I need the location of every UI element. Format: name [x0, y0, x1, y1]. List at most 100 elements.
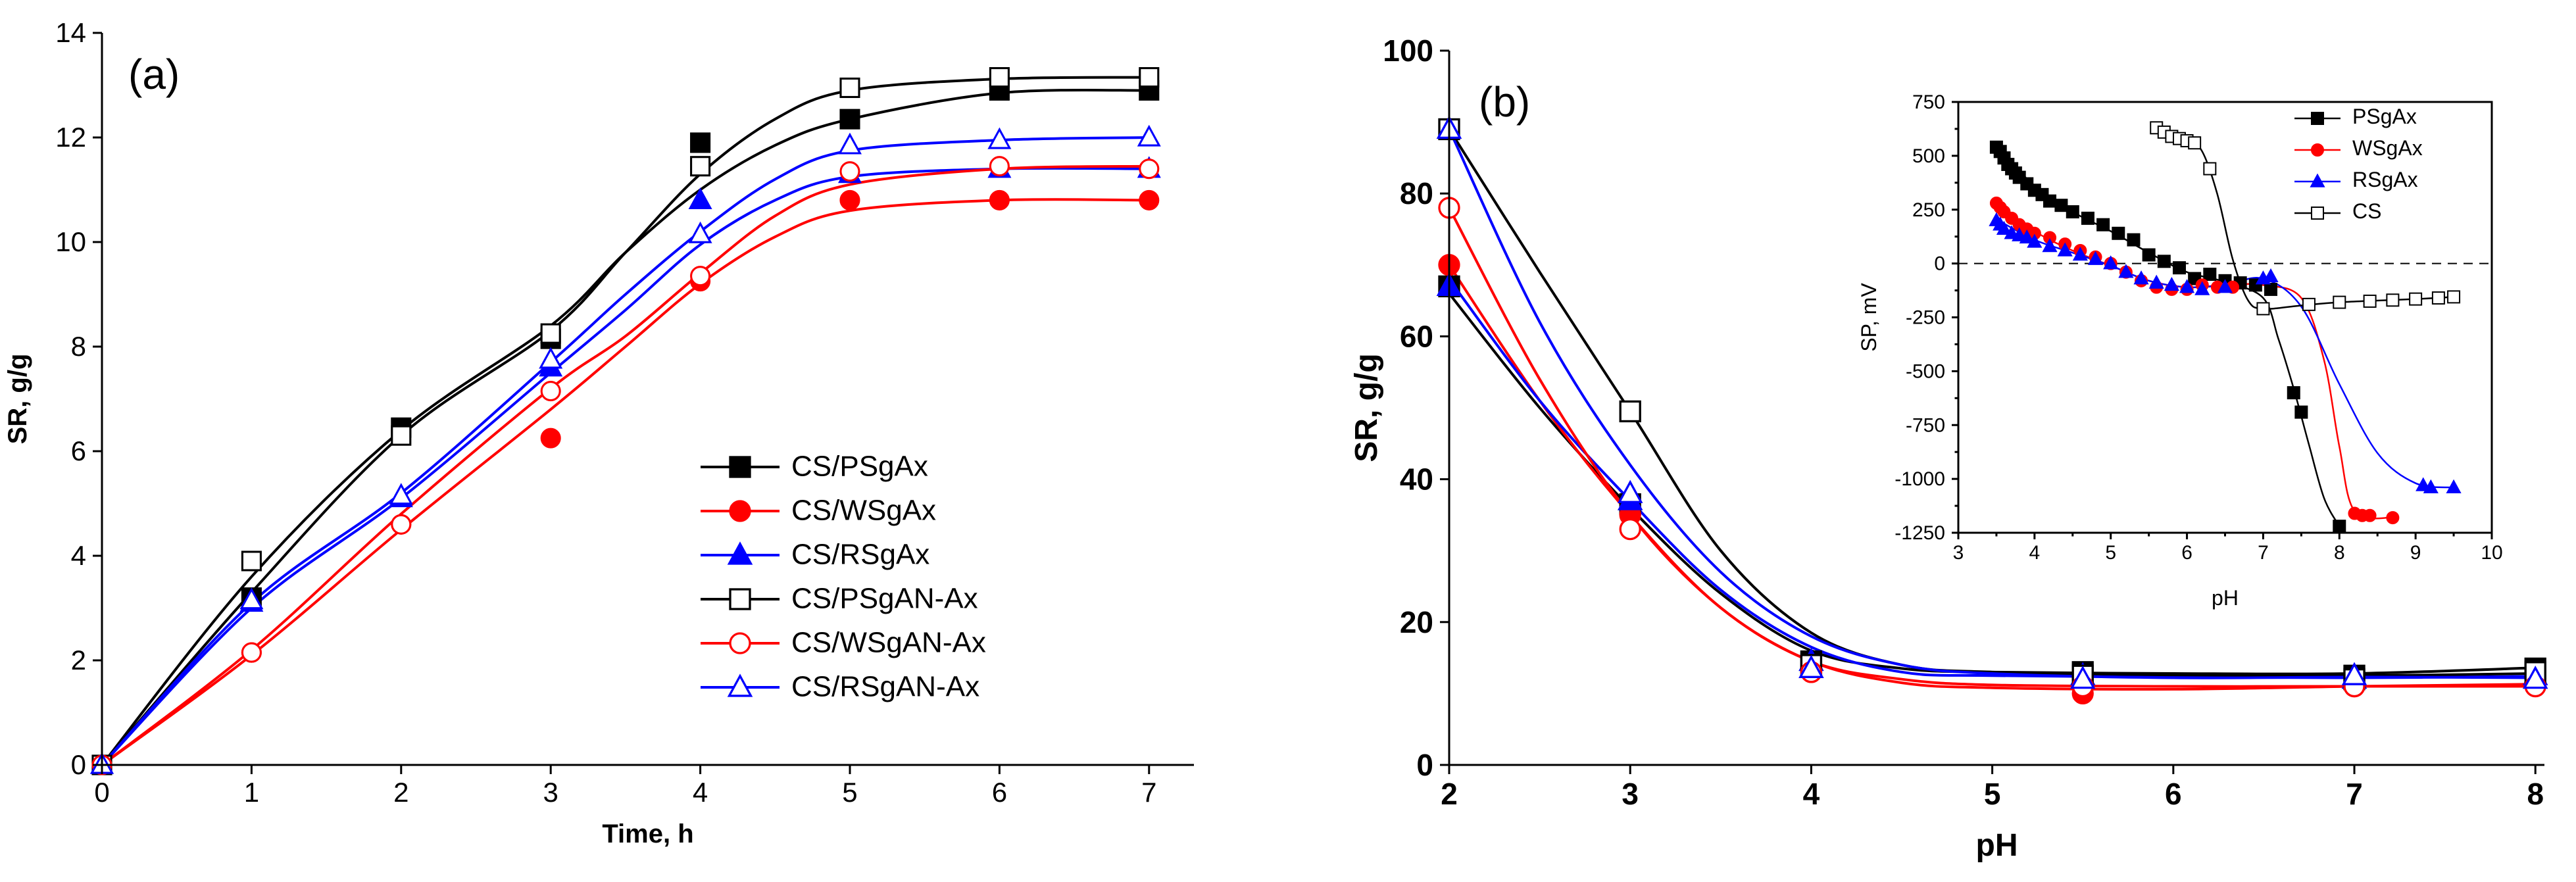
legend-item: CS/WSgAN-Ax [701, 627, 986, 659]
data-point [2522, 665, 2548, 689]
legend-marker [2311, 143, 2324, 157]
legend-label: CS/RSgAN-Ax [791, 671, 979, 703]
data-point [1619, 400, 1641, 423]
panel-b-inset-chart: 3 4 5 6 7 8 9 10 -1250 -1000 -750 -500 -250 0 250 500 75… [1857, 91, 2503, 610]
series-curve-4 [1448, 207, 2536, 688]
data-point [987, 127, 1012, 149]
data-point [2027, 233, 2043, 248]
y-tick-label: -1250 [1895, 522, 1945, 544]
y-tick-label: 0 [1416, 748, 1433, 782]
data-point [1619, 518, 1641, 541]
y-tick-label: -1000 [1895, 468, 1945, 490]
series-markers-5 [1436, 115, 2548, 689]
x-tick-label: 4 [693, 777, 708, 808]
legend-marker [2311, 112, 2324, 125]
series-markers-3 [2150, 121, 2461, 316]
y-tick-label: 100 [1383, 34, 1433, 68]
series-markers-5 [90, 124, 1161, 774]
data-point [2409, 292, 2423, 306]
data-point [989, 67, 1010, 88]
legend-item: CS/WSgAx [701, 495, 936, 527]
data-point [2019, 229, 2035, 244]
legend-label: CS/PSgAx [791, 451, 928, 483]
series-curve-2 [101, 166, 1149, 766]
data-point [2054, 199, 2068, 212]
legend-label: CS/WSgAN-Ax [791, 627, 986, 659]
legend-marker [729, 588, 751, 610]
legend: PSgAx WSgAx RSgAx CS [2294, 105, 2423, 223]
data-point [2118, 264, 2134, 278]
y-tick-label: 12 [55, 122, 86, 153]
data-point [2179, 279, 2195, 293]
data-point [1139, 159, 1160, 180]
y-axis-label: SP, mV [1857, 283, 1881, 352]
y-tick-label: 20 [1400, 605, 1433, 639]
data-point [2087, 251, 2104, 265]
data-point [239, 587, 264, 610]
panel-label: (a) [128, 51, 180, 98]
x-tick-label: 8 [2334, 542, 2345, 564]
x-axis-label: pH [2212, 586, 2239, 610]
series-curve-4 [101, 164, 1149, 766]
data-point [2294, 405, 2308, 419]
legend-item: CS [2294, 199, 2381, 223]
series-markers-0 [1989, 140, 2346, 533]
legend-marker [729, 632, 751, 654]
data-point [690, 156, 711, 177]
legend-label: CS/RSgAx [791, 539, 929, 571]
data-point [1798, 654, 1824, 678]
legend-item: CS/RSgAx [701, 539, 929, 571]
x-tick-label: 6 [2181, 542, 2192, 564]
y-tick-label: 10 [55, 226, 86, 257]
y-tick-label: 0 [1934, 253, 1945, 275]
legend-item: CS/PSgAN-Ax [701, 583, 978, 615]
y-tick-label: -500 [1906, 360, 1945, 382]
data-point [688, 221, 712, 243]
data-point [2057, 242, 2073, 257]
x-tick-label: 10 [2481, 542, 2502, 564]
data-point [690, 266, 711, 287]
x-tick-label: 2 [1441, 777, 1458, 811]
x-tick-label: 3 [543, 777, 558, 808]
series-curve-0 [101, 88, 1149, 766]
data-point [2142, 248, 2156, 262]
data-point [989, 156, 1010, 177]
x-tick-label: 3 [1953, 542, 1964, 564]
legend-item: WSgAx [2294, 136, 2423, 160]
y-tick-label: 2 [71, 645, 86, 675]
x-tick-label: 7 [2346, 777, 2363, 811]
y-axis-label: SR, g/g [3, 354, 32, 445]
data-point [2066, 205, 2079, 219]
data-point [989, 189, 1010, 210]
data-point [540, 323, 561, 344]
series-markers-3 [91, 67, 1160, 775]
data-point [2043, 194, 2057, 208]
data-point [2133, 270, 2149, 285]
data-point [2333, 295, 2346, 309]
y-axis-label: SR, g/g [1349, 353, 1384, 462]
x-tick-label: 8 [2527, 777, 2544, 811]
data-point [2172, 261, 2186, 275]
y-tick-label: -750 [1906, 414, 1945, 436]
data-point [2264, 282, 2278, 296]
legend-label: CS [2352, 199, 2381, 223]
x-tick-label: 7 [1141, 777, 1156, 808]
series-curve-2 [1448, 278, 2536, 679]
series-curve-1 [1448, 264, 2536, 691]
data-point [839, 109, 860, 130]
legend-marker [729, 500, 751, 522]
data-point [539, 347, 563, 369]
data-point [2096, 218, 2110, 232]
y-tick-label: 80 [1400, 176, 1433, 210]
x-tick-label: 5 [2105, 542, 2116, 564]
legend-label: PSgAx [2352, 105, 2417, 128]
y-tick-label: 14 [55, 17, 86, 48]
data-point [2446, 479, 2462, 493]
y-tick-label: 40 [1400, 462, 1433, 497]
legend-marker [727, 674, 753, 697]
series-markers-2 [1989, 212, 2462, 493]
y-tick-label: 8 [71, 331, 86, 362]
series-markers-0 [91, 80, 1160, 775]
legend-marker [2310, 173, 2325, 187]
